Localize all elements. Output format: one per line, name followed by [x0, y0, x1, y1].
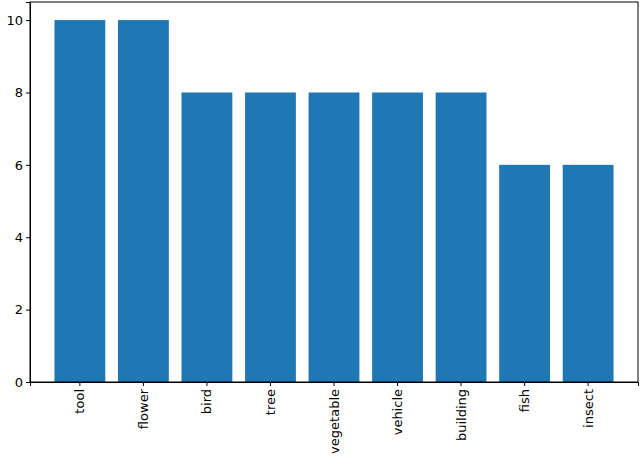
y-tick-label: 0: [15, 375, 23, 390]
x-tick-mark: [588, 382, 589, 386]
bar: [563, 165, 614, 382]
x-tick-mark: [206, 382, 207, 386]
y-tick: 2: [15, 302, 30, 317]
x-tick: tool: [72, 382, 87, 414]
y-tick: 8: [15, 85, 30, 100]
y-tick-label: 6: [15, 158, 23, 173]
plot-frame: [30, 2, 638, 382]
y-tick-label: 10: [6, 13, 23, 28]
bar: [182, 92, 233, 382]
x-tick-label: bird: [199, 389, 214, 414]
y-tick: 4: [15, 230, 30, 245]
y-tick: 6: [15, 158, 30, 173]
x-tick: tree: [263, 382, 278, 415]
bar: [309, 92, 360, 382]
x-tick-mark: [461, 382, 462, 386]
x-tick-label: vehicle: [390, 389, 405, 435]
x-tick-mark: [334, 382, 335, 386]
y-tick: 10: [6, 13, 30, 28]
y-tick-mark: [26, 237, 30, 238]
x-tick-mark: [79, 382, 80, 386]
bars: [54, 20, 613, 382]
bar: [372, 92, 423, 382]
plot: 0 2 4 6 8 10 tool flower bird tree vegetable vehicl…: [6, 2, 638, 454]
x-tick: vegetable: [327, 382, 342, 454]
x-tick: insect: [581, 382, 596, 428]
y-tick: 0: [15, 375, 30, 390]
y-tick-mark: [26, 310, 30, 311]
x-tick-label: flower: [136, 388, 151, 429]
x-tick: vehicle: [390, 382, 405, 435]
bar: [245, 92, 296, 382]
x-tick-label: building: [454, 389, 469, 441]
y-axis-line: [26, 3, 31, 383]
x-tick-label: tool: [72, 389, 87, 414]
y-tick-mark: [26, 165, 30, 166]
x-tick: fish: [517, 382, 532, 412]
x-tick: building: [454, 382, 469, 441]
y-tick-label: 4: [15, 230, 23, 245]
x-axis: tool flower bird tree vegetable vehicle buildi…: [31, 382, 639, 454]
chart: 0 2 4 6 8 10 tool flower bird tree vegetable vehicl…: [0, 0, 640, 472]
x-tick-mark: [397, 382, 398, 386]
bar: [499, 165, 550, 382]
bar: [118, 20, 169, 382]
x-tick: flower: [136, 382, 151, 429]
x-tick-label: insect: [581, 389, 596, 428]
x-tick-label: vegetable: [327, 389, 342, 454]
y-tick-mark: [26, 20, 30, 21]
bar: [54, 20, 105, 382]
x-tick-label: tree: [263, 389, 278, 415]
y-tick-label: 2: [15, 302, 23, 317]
x-tick-mark: [143, 382, 144, 386]
bar: [436, 92, 487, 382]
x-tick: bird: [199, 382, 214, 414]
y-tick-label: 8: [15, 85, 23, 100]
x-tick-mark: [524, 382, 525, 386]
x-axis-line: [31, 383, 639, 387]
y-tick-mark: [26, 382, 30, 383]
y-axis: 0 2 4 6 8 10: [6, 3, 30, 390]
x-tick-label: fish: [517, 389, 532, 412]
y-tick-mark: [26, 92, 30, 93]
x-tick-mark: [270, 382, 271, 386]
